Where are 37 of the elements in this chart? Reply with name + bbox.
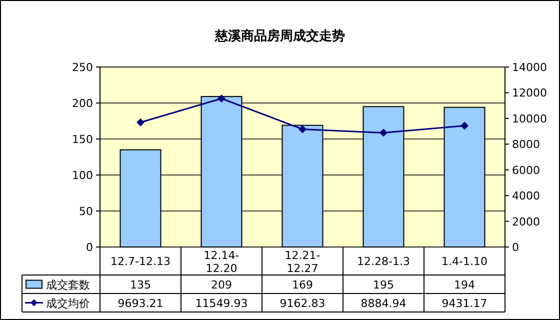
point (218, 94, 226, 102)
point (136, 118, 144, 126)
y-tick-label: 250 (72, 61, 93, 74)
x-tick-label: 12.14-12.20 (204, 249, 240, 275)
data-label: 195 (373, 278, 394, 292)
data-label: 9162.83 (280, 296, 326, 310)
y2-tick-label: 12000 (512, 86, 547, 100)
y-tick-label: 100 (72, 169, 93, 182)
y-tick-label: 200 (72, 97, 93, 110)
y2-tick-label: 10000 (512, 112, 547, 126)
legend-label: 成交均价 (46, 296, 90, 310)
y2-tick-label: 4000 (512, 190, 540, 203)
y-tick-label: 50 (79, 205, 93, 218)
chart-title: 慈溪商品房周成交走势 (214, 28, 345, 44)
y2-tick-label: 0 (512, 241, 519, 254)
data-label: 169 (292, 278, 313, 292)
y2-tick-label: 2000 (512, 215, 540, 228)
y2-tick-label: 6000 (512, 164, 540, 177)
x-tick-label: 12.7-12.13 (110, 255, 170, 268)
data-label: 9693.21 (118, 296, 164, 310)
point (298, 125, 306, 134)
data-label: 209 (211, 278, 232, 292)
point (460, 122, 468, 130)
data-label: 11549.93 (195, 296, 248, 310)
legend-label: 成交套数 (46, 278, 90, 292)
x-tick-label: 12.28-1.3 (357, 255, 410, 268)
x-tick-label: 12.21-12.27 (284, 249, 320, 275)
y-tick-label: 150 (72, 133, 93, 146)
x-tick-label: 1.4-1.10 (442, 255, 488, 268)
data-label: 135 (130, 278, 151, 292)
data-label: 9431.17 (442, 296, 488, 310)
y-tick-label: 0 (86, 241, 93, 254)
data-label: 8884.94 (360, 296, 406, 310)
y2-tick-label: 14000 (512, 61, 547, 74)
data-label: 194 (454, 278, 475, 292)
point (380, 128, 388, 137)
y2-tick-label: 8000 (512, 138, 540, 152)
